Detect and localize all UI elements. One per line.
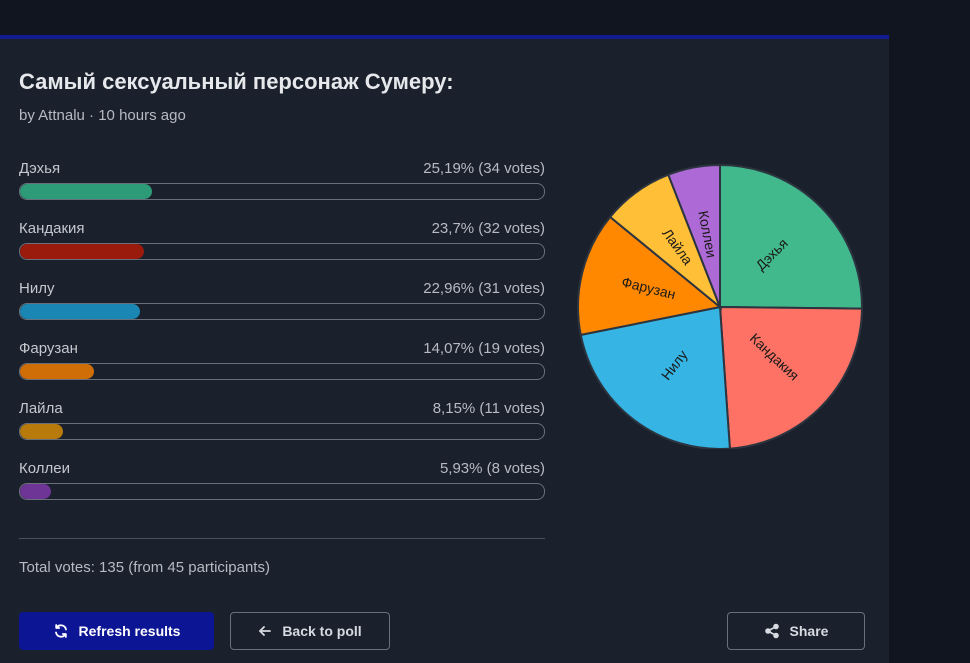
results-list: Дэхья 25,19% (34 votes) Кандакия 23,7% (… <box>19 157 545 517</box>
pie-slice <box>719 163 863 310</box>
share-icon <box>764 623 780 639</box>
result-bar-fill <box>20 424 63 439</box>
result-label: Коллеи <box>19 460 70 477</box>
result-label: Лайла <box>19 400 63 417</box>
result-stats: 5,93% (8 votes) <box>439 460 545 477</box>
pie-slice <box>579 305 731 449</box>
pie-slice <box>577 215 723 337</box>
poll-results-card: Самый сексуальный персонаж Сумеру: by At… <box>0 35 889 663</box>
result-bar-fill <box>20 184 152 199</box>
pie-slice <box>718 305 864 449</box>
result-item: Лайла 8,15% (11 votes) <box>19 397 545 457</box>
result-bar <box>19 483 545 500</box>
result-stats: 23,7% (32 votes) <box>431 220 545 237</box>
share-button[interactable]: Share <box>727 612 865 650</box>
poll-title: Самый сексуальный персонаж Сумеру: <box>19 69 454 94</box>
refresh-icon <box>53 623 69 639</box>
refresh-results-label: Refresh results <box>78 623 181 639</box>
result-item: Фарузан 14,07% (19 votes) <box>19 337 545 397</box>
back-to-poll-button[interactable]: Back to poll <box>230 612 390 650</box>
result-bar <box>19 423 545 440</box>
poll-meta: by Attnalu · 10 hours ago <box>19 107 186 124</box>
result-bar <box>19 183 545 200</box>
refresh-results-button[interactable]: Refresh results <box>19 612 214 650</box>
result-bar-fill <box>20 304 141 319</box>
result-label: Дэхья <box>19 160 61 177</box>
result-label: Нилу <box>19 280 55 297</box>
result-bar-fill <box>20 244 145 259</box>
result-item: Коллеи 5,93% (8 votes) <box>19 457 545 517</box>
result-stats: 14,07% (19 votes) <box>423 340 545 357</box>
result-stats: 25,19% (34 votes) <box>423 160 545 177</box>
total-votes: Total votes: 135 (from 45 participants) <box>19 559 270 576</box>
result-label: Фарузан <box>19 340 78 357</box>
result-bar <box>19 303 545 320</box>
result-item: Кандакия 23,7% (32 votes) <box>19 217 545 277</box>
result-bar-fill <box>20 364 94 379</box>
back-to-poll-label: Back to poll <box>282 623 362 639</box>
result-bar <box>19 363 545 380</box>
result-item: Нилу 22,96% (31 votes) <box>19 277 545 337</box>
result-bar-fill <box>20 484 52 499</box>
pie-slice <box>667 163 721 308</box>
arrow-left-icon <box>258 624 272 638</box>
result-bar <box>19 243 545 260</box>
result-stats: 22,96% (31 votes) <box>423 280 545 297</box>
result-label: Кандакия <box>19 220 85 237</box>
share-label: Share <box>789 623 829 639</box>
divider <box>19 538 545 539</box>
result-stats: 8,15% (11 votes) <box>432 400 545 417</box>
result-item: Дэхья 25,19% (34 votes) <box>19 157 545 217</box>
